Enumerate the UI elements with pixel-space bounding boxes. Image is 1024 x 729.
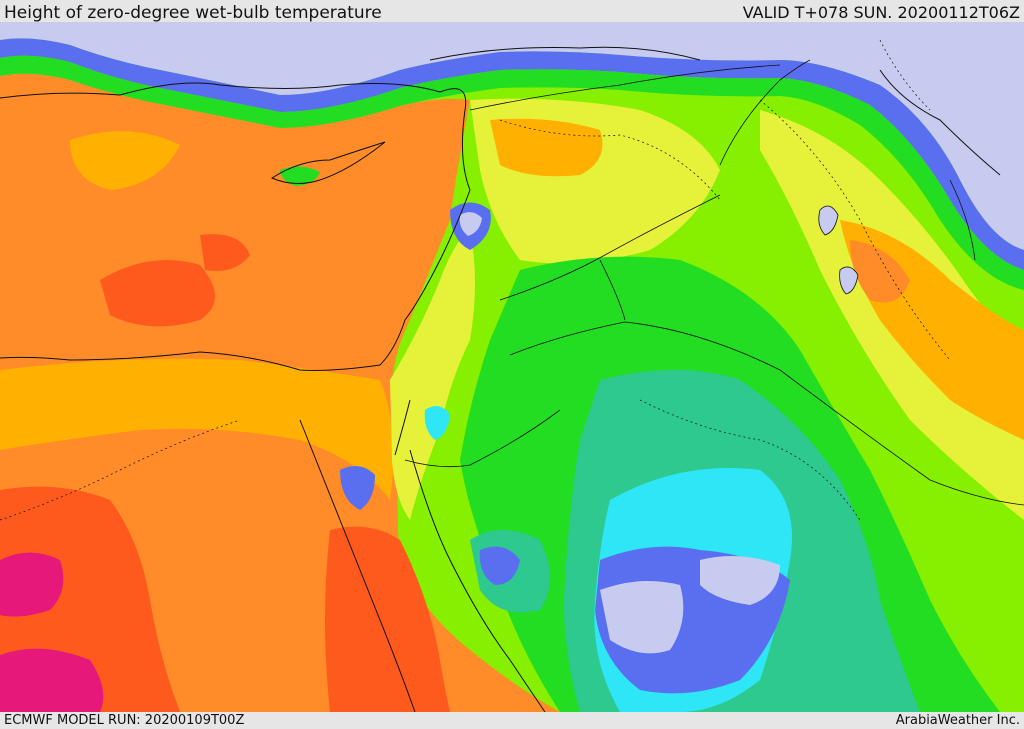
weather-map[interactable] bbox=[0, 22, 1024, 712]
coast-gulf-aqaba bbox=[394, 399, 411, 456]
borders bbox=[404, 59, 1024, 506]
admin-borders bbox=[0, 39, 951, 521]
coast-turkey-south bbox=[0, 82, 471, 371]
coast-redsea-west bbox=[299, 419, 416, 712]
coast-cyprus bbox=[270, 141, 386, 184]
field-blue-sinai bbox=[340, 466, 375, 510]
field-lavender-lebanon bbox=[459, 212, 482, 236]
field-yellow-med bbox=[70, 131, 180, 190]
coast-caspian bbox=[879, 69, 1001, 176]
field-yellow-coast bbox=[390, 230, 475, 520]
border-iran-gulf bbox=[949, 179, 976, 261]
border-syria-iraq bbox=[599, 259, 626, 321]
field-red-orange-med-2 bbox=[200, 234, 250, 271]
field-green-north bbox=[0, 55, 1024, 290]
coast-redsea-east bbox=[409, 449, 546, 712]
border-jordan-saudi bbox=[509, 321, 1024, 506]
field-magenta-egypt bbox=[0, 552, 64, 617]
border-jordan-iraq bbox=[499, 194, 721, 301]
title-bar: Height of zero-degree wet-bulb temperatu… bbox=[0, 0, 1024, 23]
valid-time: VALID T+078 SUN. 20200112T06Z bbox=[742, 3, 1020, 22]
admin-egypt-1 bbox=[0, 419, 241, 521]
field-blue-hejaz bbox=[479, 546, 520, 585]
field-red-orange-redsea bbox=[325, 526, 450, 712]
lake-habbaniyah bbox=[839, 266, 859, 295]
field-orange-iraq bbox=[850, 240, 910, 303]
border-syria-turkey bbox=[469, 64, 781, 111]
field-red-orange-med-1 bbox=[100, 260, 215, 327]
lake-tharthar bbox=[818, 205, 839, 236]
border-sinai bbox=[404, 409, 561, 468]
admin-iraq-1 bbox=[759, 99, 951, 361]
field-lavender-saudi-2 bbox=[700, 556, 780, 605]
field-gold-sinai bbox=[0, 358, 394, 500]
field-cyan-jordan bbox=[424, 406, 450, 440]
footer-bar: ECMWF MODEL RUN: 20200109T00Z ArabiaWeat… bbox=[0, 712, 1024, 729]
map-canvas bbox=[0, 22, 1024, 712]
field-gold-syria bbox=[490, 118, 603, 177]
model-run: ECMWF MODEL RUN: 20200109T00Z bbox=[4, 713, 245, 728]
field-lavender-north bbox=[0, 22, 1024, 250]
field-blue-north bbox=[0, 38, 1024, 271]
field-green-cyprus bbox=[280, 166, 320, 186]
admin-turkey-1 bbox=[499, 119, 721, 201]
border-iraq-iran bbox=[719, 59, 811, 166]
coast-black-sea bbox=[429, 46, 701, 61]
admin-saudi-1 bbox=[639, 399, 861, 521]
coastlines bbox=[0, 46, 1001, 712]
field-magenta-egypt-2 bbox=[0, 648, 104, 712]
field-lavender-saudi-1 bbox=[600, 581, 684, 654]
map-title: Height of zero-degree wet-bulb temperatu… bbox=[4, 3, 382, 23]
credit: ArabiaWeather Inc. bbox=[895, 713, 1020, 728]
